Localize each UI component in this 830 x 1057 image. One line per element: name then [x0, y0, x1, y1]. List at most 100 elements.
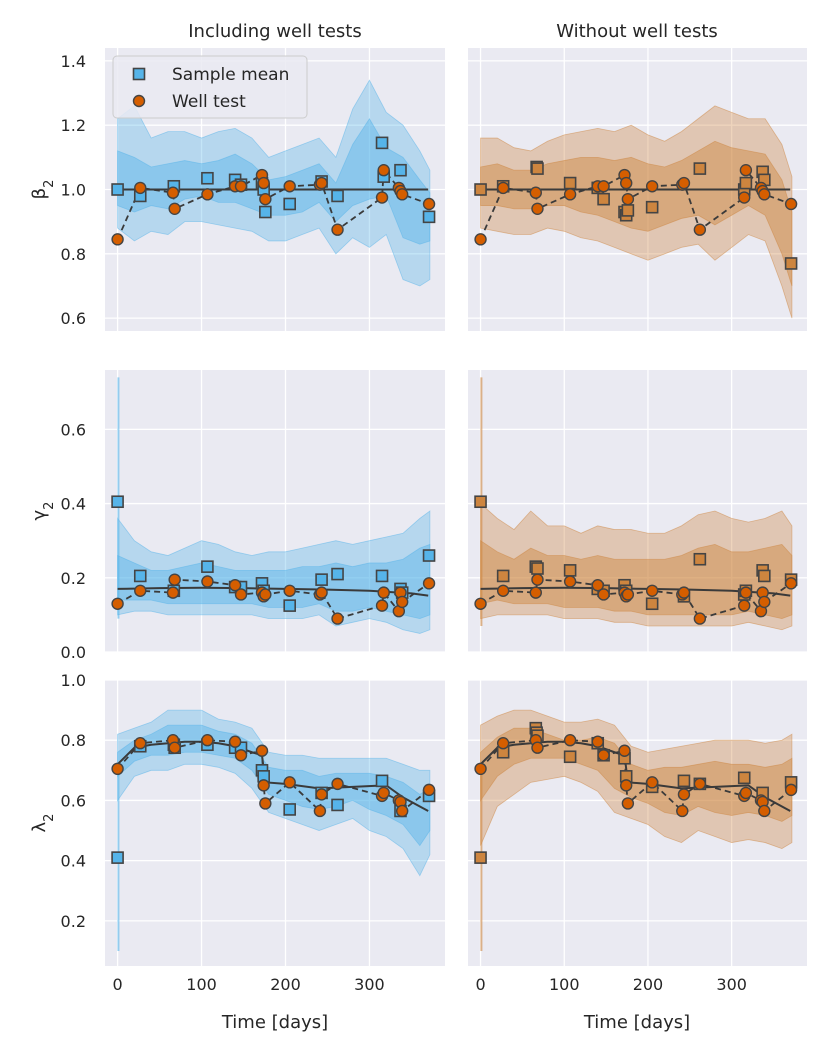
well-test-marker [315, 788, 328, 801]
column-title-without: Without well tests [556, 21, 718, 42]
well-test-marker [597, 588, 610, 601]
y-tick-label: 0.0 [61, 643, 86, 662]
y-tick-label: 1.4 [61, 52, 86, 71]
well-test-marker [395, 804, 409, 818]
sample-mean-marker [677, 774, 691, 788]
well-test-marker [474, 597, 487, 610]
y-tick-label: 0.2 [61, 569, 86, 588]
sample-mean-marker [531, 162, 544, 175]
well-test-marker [621, 588, 635, 601]
panel-plot-area [111, 377, 436, 634]
well-test-marker [201, 575, 214, 588]
legend-sample-mean-marker [132, 67, 146, 81]
sample-mean-marker [645, 597, 659, 611]
well-test-marker [677, 176, 691, 190]
sample-mean-marker [111, 851, 124, 864]
well-test-marker [620, 176, 633, 190]
sample-mean-marker [563, 176, 577, 190]
well-test-marker [257, 779, 270, 792]
well-test-marker [758, 188, 771, 201]
well-test-marker [395, 595, 409, 609]
sample-mean-marker [375, 774, 389, 788]
well-test-marker [228, 735, 242, 748]
sample-mean-marker [201, 171, 214, 185]
well-test-marker [111, 762, 124, 776]
sample-mean-marker [758, 569, 771, 583]
well-test-marker [331, 777, 344, 791]
sample-mean-marker [283, 197, 296, 211]
sample-mean-marker [474, 495, 487, 509]
legend-sample-mean-label: Sample mean [172, 65, 289, 85]
well-test-marker [563, 734, 577, 747]
well-test-marker [111, 597, 124, 610]
sample-mean-marker [375, 569, 389, 583]
well-test-marker [645, 180, 659, 193]
well-test-marker [234, 180, 248, 193]
well-test-marker [377, 786, 390, 800]
well-test-marker [474, 233, 487, 246]
well-test-marker [531, 202, 544, 215]
well-test-marker [201, 188, 214, 201]
x-tick-label: 300 [716, 975, 747, 994]
sample-mean-marker [422, 210, 436, 224]
panel-background [105, 680, 445, 966]
panel-plot-area [474, 709, 798, 951]
well-test-marker [677, 586, 691, 599]
sample-mean-marker [597, 192, 610, 206]
well-test-marker [563, 575, 577, 588]
uncertainty-band-outer [117, 510, 431, 634]
sample-mean-marker [331, 189, 344, 203]
well-test-marker [739, 586, 753, 599]
well-test-marker [591, 579, 604, 592]
sample-mean-marker [693, 162, 707, 175]
uncertainty-band-outer [480, 502, 793, 631]
y-tick-label: 1.0 [61, 671, 86, 690]
sample-mean-marker [621, 204, 635, 217]
well-test-marker [331, 612, 344, 625]
well-test-marker [201, 734, 214, 747]
x-tick-label: 0 [112, 975, 122, 994]
sample-mean-marker [474, 183, 487, 196]
panel-plot-area [474, 377, 798, 631]
uncertainty-band-inner [117, 724, 431, 847]
well-test-marker [234, 749, 248, 762]
y-axis-label: λ2 [29, 814, 57, 833]
sample-mean-marker [283, 803, 296, 816]
well-test-marker [283, 180, 296, 193]
uncertainty-band-outer [480, 105, 793, 319]
well-test-marker [693, 223, 707, 236]
well-test-marker [784, 197, 798, 211]
panel-background [468, 680, 807, 966]
well-test-marker [255, 744, 269, 757]
x-axis-label-left: Time [days] [221, 1012, 328, 1033]
panel-lambda2-0 [105, 679, 445, 966]
sample-mean-marker [331, 798, 344, 812]
well-test-marker [166, 586, 180, 599]
panel-plot-area [474, 105, 798, 319]
panel-gamma2-0 [105, 370, 445, 653]
well-test-marker [422, 197, 436, 211]
sample-mean-marker [474, 851, 487, 864]
well-test-marker [259, 588, 272, 601]
well-test-marker [597, 749, 610, 762]
sample-mean-marker [111, 495, 124, 509]
well-test-marker [111, 233, 124, 246]
y-axis-label-subscript: 2 [42, 502, 57, 510]
legend-well-test-label: Well test [172, 92, 246, 112]
well-test-marker [621, 192, 635, 206]
sample-mean-marker [737, 771, 751, 785]
panel-background [468, 370, 807, 652]
well-test-marker [563, 188, 577, 201]
y-tick-label: 0.6 [61, 420, 86, 439]
panel-plot-area [111, 79, 436, 287]
y-axis-label: β2 [29, 180, 57, 200]
sample-mean-marker [201, 560, 214, 573]
uncertainty-band-inner [480, 539, 793, 620]
sample-mean-marker [331, 567, 344, 581]
well-test-dashed-line [117, 578, 430, 620]
well-test-marker [739, 164, 753, 177]
well-test-marker [676, 804, 689, 818]
x-tick-label: 200 [270, 975, 301, 994]
panel-beta2-1 [468, 48, 807, 331]
well-test-marker [531, 573, 544, 586]
